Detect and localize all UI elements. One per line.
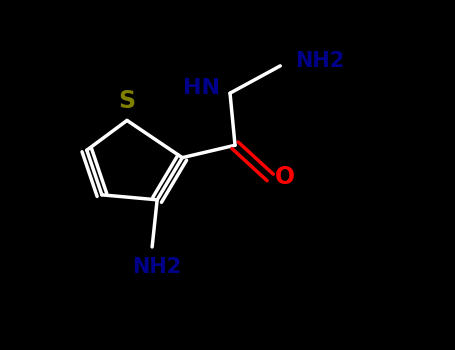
Text: NH2: NH2 xyxy=(132,257,182,277)
Text: HN: HN xyxy=(183,78,220,98)
Text: NH2: NH2 xyxy=(295,51,344,71)
Text: S: S xyxy=(118,89,136,113)
Text: O: O xyxy=(275,166,295,189)
